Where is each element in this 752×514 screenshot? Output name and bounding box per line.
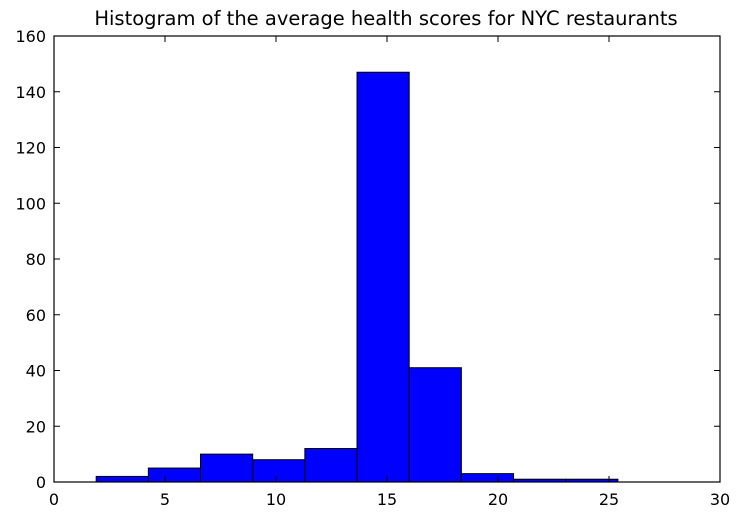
- y-tick-label: 60: [26, 306, 46, 325]
- y-tick-label: 100: [15, 194, 46, 213]
- histogram-bar: [95, 475, 149, 483]
- x-tick-label: 15: [377, 490, 397, 509]
- histogram-bar: [252, 459, 306, 483]
- y-tick-label: 20: [26, 417, 46, 436]
- plot-frame: [53, 35, 721, 483]
- y-tick-label: 40: [26, 362, 46, 381]
- histogram-bar: [200, 453, 254, 483]
- histogram-bar: [147, 467, 202, 483]
- x-tick-label: 30: [710, 490, 730, 509]
- x-tick-label: 20: [488, 490, 508, 509]
- histogram-bar: [460, 473, 515, 483]
- histogram-bar: [408, 367, 462, 483]
- y-tick-label: 160: [15, 27, 46, 46]
- x-tick-label: 5: [160, 490, 170, 509]
- x-tick-label: 25: [599, 490, 619, 509]
- y-tick-label: 80: [26, 250, 46, 269]
- x-tick-label: 0: [49, 490, 59, 509]
- histogram-bar: [356, 71, 410, 483]
- x-tick-label: 10: [266, 490, 286, 509]
- y-tick-label: 0: [36, 473, 46, 492]
- histogram-bar: [304, 448, 358, 483]
- y-tick-label: 120: [15, 139, 46, 158]
- chart-title: Histogram of the average health scores f…: [94, 7, 677, 30]
- bars-group: [95, 71, 619, 483]
- y-tick-label: 140: [15, 83, 46, 102]
- tick-labels-group: 0 5 10 15 20 25 30 0 20 40 60 80 100 120 140 160: [15, 27, 730, 509]
